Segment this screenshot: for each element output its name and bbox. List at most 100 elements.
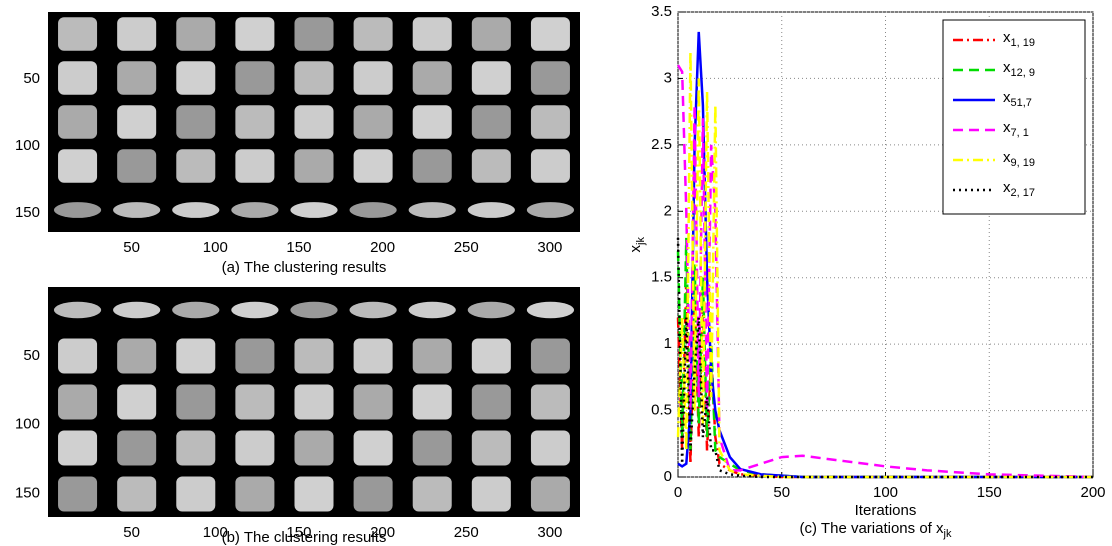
y-tick-label: 3 (664, 69, 672, 86)
object-thumbnail (530, 105, 570, 139)
object-thumbnail (117, 105, 157, 139)
object-thumbnail (117, 476, 157, 512)
x-tick-label: 100 (203, 524, 228, 541)
x-tick-label: 200 (1080, 484, 1105, 501)
object-thumbnail (412, 149, 452, 183)
object-thumbnail (53, 202, 102, 218)
object-thumbnail (235, 430, 275, 466)
object-thumbnail (58, 338, 98, 374)
object-thumbnail (471, 476, 511, 512)
object-thumbnail (235, 61, 275, 95)
object-thumbnail (294, 476, 334, 512)
y-tick-label: 0 (664, 468, 672, 485)
object-thumbnail (471, 384, 511, 420)
x-tick-label: 200 (370, 524, 395, 541)
x-tick-label: 200 (370, 239, 395, 256)
x-axis-label: Iterations (855, 502, 917, 519)
object-thumbnail (467, 301, 515, 319)
object-thumbnail (412, 61, 452, 95)
object-thumbnail (117, 384, 157, 420)
object-thumbnail (530, 17, 570, 51)
y-tick-label: 150 (15, 204, 40, 221)
object-thumbnail (530, 430, 570, 466)
object-thumbnail (349, 202, 397, 218)
object-thumbnail (172, 301, 220, 319)
x-tick-label: 150 (286, 524, 311, 541)
object-thumbnail (176, 149, 216, 183)
y-tick-label: 2.5 (651, 136, 672, 153)
y-tick-label: 100 (15, 416, 40, 433)
object-thumbnail (467, 202, 515, 218)
x-tick-label: 250 (454, 239, 479, 256)
object-thumbnail (530, 61, 570, 95)
object-thumbnail (113, 202, 161, 218)
object-thumbnail (113, 301, 161, 319)
object-thumbnail (231, 202, 279, 218)
object-thumbnail (290, 301, 338, 319)
object-thumbnail (235, 384, 275, 420)
y-tick-label: 0.5 (651, 402, 672, 419)
object-thumbnail (526, 202, 575, 218)
x-tick-label: 150 (977, 484, 1002, 501)
data-line (676, 51, 1093, 479)
object-thumbnail (349, 301, 397, 319)
object-thumbnail (58, 430, 98, 466)
object-thumbnail (408, 301, 456, 319)
object-thumbnail (408, 202, 456, 218)
y-tick-label: 2 (664, 202, 672, 219)
x-tick-label: 150 (286, 239, 311, 256)
object-thumbnail (412, 384, 452, 420)
object-thumbnail (353, 149, 393, 183)
object-thumbnail (117, 61, 157, 95)
object-thumbnail (235, 105, 275, 139)
object-thumbnail (117, 430, 157, 466)
object-thumbnail (235, 476, 275, 512)
object-thumbnail (294, 17, 334, 51)
object-thumbnail (471, 430, 511, 466)
object-thumbnail (412, 105, 452, 139)
object-thumbnail (353, 430, 393, 466)
object-thumbnail (172, 202, 220, 218)
object-thumbnail (58, 476, 98, 512)
object-thumbnail (290, 202, 338, 218)
caption: (c) The variations of xjk (800, 520, 952, 540)
x-tick-label: 300 (537, 239, 562, 256)
object-thumbnail (294, 61, 334, 95)
y-tick-label: 50 (23, 347, 40, 364)
object-thumbnail (235, 338, 275, 374)
object-thumbnail (58, 149, 98, 183)
y-tick-label: 1.5 (651, 269, 672, 286)
object-thumbnail (176, 17, 216, 51)
object-thumbnail (58, 61, 98, 95)
object-thumbnail (176, 384, 216, 420)
object-thumbnail (58, 105, 98, 139)
x-tick-label: 100 (873, 484, 898, 501)
object-thumbnail (294, 430, 334, 466)
legend-label: x7, 1 (1003, 119, 1029, 139)
object-thumbnail (117, 17, 157, 51)
y-tick-label: 1 (664, 335, 672, 352)
caption: (a) The clustering results (222, 259, 387, 276)
object-thumbnail (530, 149, 570, 183)
object-thumbnail (176, 338, 216, 374)
object-thumbnail (471, 61, 511, 95)
object-thumbnail (294, 338, 334, 374)
object-thumbnail (294, 105, 334, 139)
object-thumbnail (353, 105, 393, 139)
x-tick-label: 0 (674, 484, 682, 501)
x-tick-label: 100 (203, 239, 228, 256)
object-thumbnail (117, 338, 157, 374)
object-thumbnail (235, 17, 275, 51)
object-thumbnail (412, 430, 452, 466)
legend-label: x51,7 (1003, 89, 1032, 109)
object-thumbnail (353, 476, 393, 512)
object-thumbnail (526, 301, 575, 319)
data-line (676, 64, 1094, 479)
x-tick-label: 50 (773, 484, 790, 501)
object-thumbnail (353, 384, 393, 420)
object-thumbnail (53, 301, 102, 319)
y-tick-label: 100 (15, 137, 40, 154)
object-thumbnail (471, 105, 511, 139)
